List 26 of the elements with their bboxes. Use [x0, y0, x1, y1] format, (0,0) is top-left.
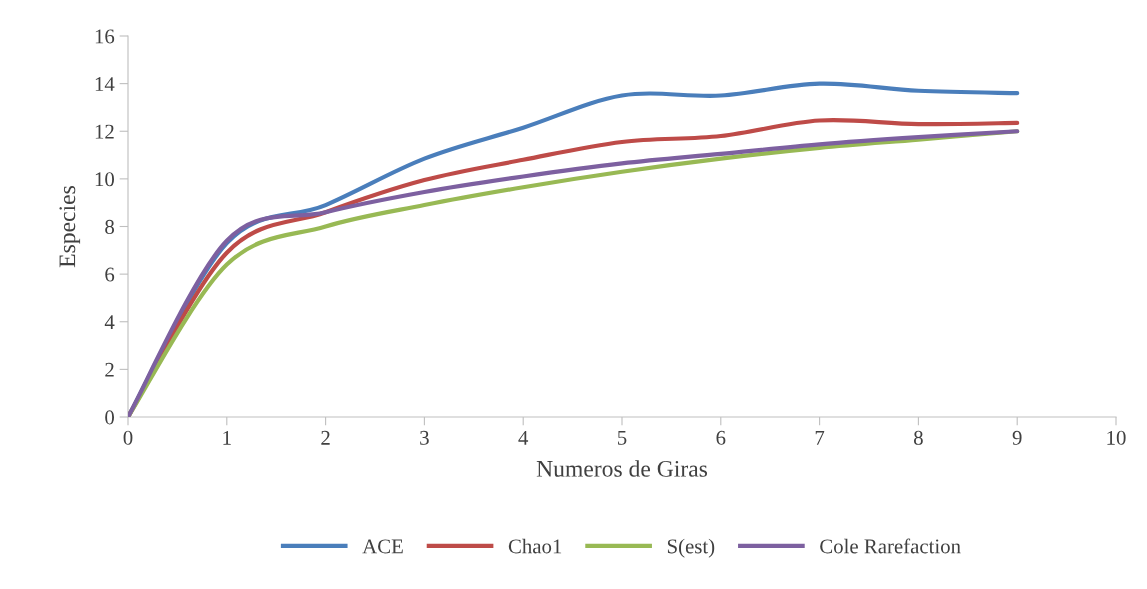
y-axis-title: Especies [59, 186, 81, 268]
y-tick-label: 12 [95, 124, 114, 139]
x-tick-label: 7 [815, 431, 825, 445]
x-tick-label: 5 [618, 431, 627, 445]
x-tick-label: 3 [420, 430, 429, 445]
y-tick-label: 8 [105, 219, 115, 234]
legend-label: ACE [362, 539, 403, 554]
legend-label: Chao1 [508, 538, 562, 554]
legend-label: S(est) [667, 538, 715, 558]
y-tick-label: 2 [105, 362, 114, 377]
y-tick-label: 4 [104, 315, 115, 329]
x-tick-label: 0 [123, 430, 133, 445]
y-tick-label: 14 [95, 77, 115, 91]
y-tick-label: 10 [95, 172, 115, 187]
y-tick-label: 6 [105, 267, 115, 282]
x-tick-label: 4 [518, 430, 529, 445]
x-tick-label: 1 [223, 430, 231, 445]
x-tick-label: 2 [321, 430, 330, 445]
x-tick-label: 6 [716, 430, 726, 445]
y-tick-label: 0 [105, 410, 115, 425]
x-tick-label: 10 [1107, 430, 1126, 445]
legend-label: Cole Rarefaction [820, 538, 961, 554]
y-tick-label: 16 [95, 29, 115, 44]
x-tick-label: 9 [1012, 430, 1022, 445]
x-tick-label: 8 [913, 430, 923, 445]
x-axis-title: Numeros de Giras [536, 460, 708, 477]
